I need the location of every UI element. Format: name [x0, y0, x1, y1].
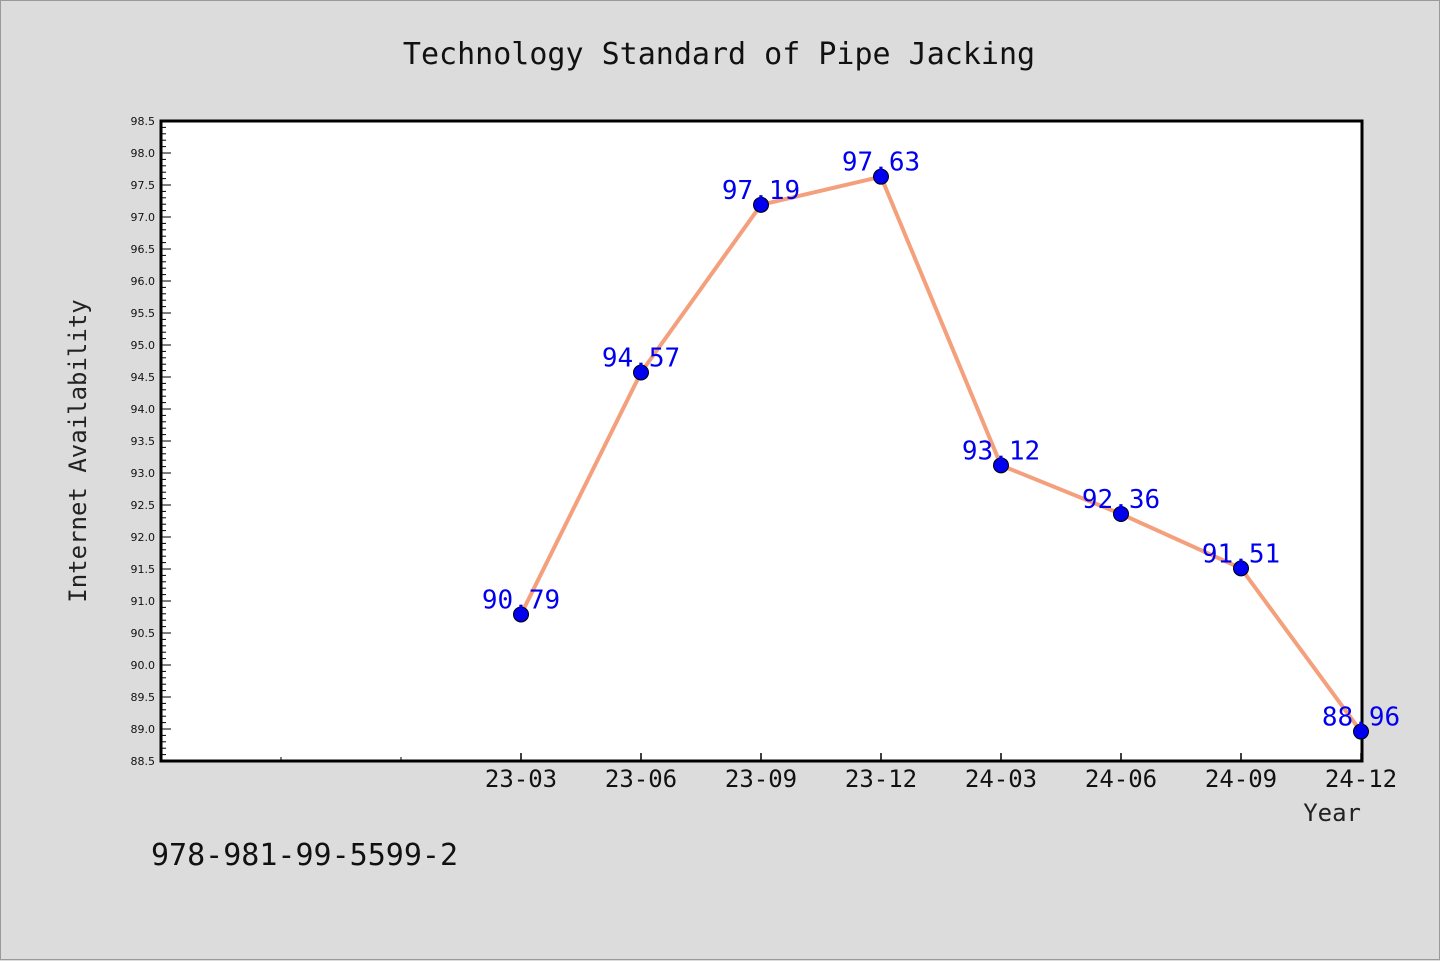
- x-tick-label: 24-12: [1325, 765, 1397, 793]
- plot-area: [159, 119, 1364, 763]
- y-tick-label: 91.0: [131, 595, 156, 608]
- data-label: 90.79: [482, 585, 560, 615]
- data-label: 92.36: [1082, 485, 1160, 515]
- y-axis: 88.5 89.0 89.5 90.0 90.5 91.0 91.5 92.0 92.5 93.0…: [131, 115, 171, 768]
- y-tick-label: 94.0: [131, 403, 156, 416]
- data-labels-group: 90.79 94.57 97.19 97.63 93.12 92.36 91.51 88.96: [482, 148, 1400, 733]
- y-tick-label: 89.0: [131, 723, 156, 736]
- data-point: [1113, 505, 1129, 522]
- data-label: 94.57: [602, 344, 680, 374]
- series-line: [519, 174, 1363, 733]
- data-point: [1353, 723, 1369, 740]
- x-tick-label: 24-06: [1085, 765, 1157, 793]
- data-label: 97.19: [722, 176, 800, 206]
- y-tick-label: 92.5: [131, 499, 156, 512]
- y-tick-label: 97.5: [131, 179, 156, 192]
- x-tick-label: 23-12: [845, 765, 917, 793]
- y-tick-label: 95.0: [131, 339, 156, 352]
- x-tick-label: 23-06: [605, 765, 677, 793]
- data-label: 88.96: [1322, 703, 1400, 733]
- x-tick-label: 23-09: [725, 765, 797, 793]
- y-tick-label: 93.0: [131, 467, 156, 480]
- y-tick-label: 91.5: [131, 563, 156, 576]
- data-point: [633, 364, 649, 381]
- x-tick-label: 24-03: [965, 765, 1037, 793]
- data-point: [873, 168, 889, 185]
- y-tick-label: 90.5: [131, 627, 156, 640]
- data-point: [1233, 560, 1249, 577]
- y-tick-label: 88.5: [131, 755, 156, 768]
- y-tick-label: 93.5: [131, 435, 156, 448]
- y-tick-label: 94.5: [131, 371, 156, 384]
- x-tick-label: 23-03: [485, 765, 557, 793]
- data-point: [513, 606, 529, 623]
- y-axis-label: Internet Availability: [64, 299, 92, 602]
- y-tick-label: 90.0: [131, 659, 156, 672]
- y-tick-label: 96.5: [131, 243, 156, 256]
- y-tick-label: 89.5: [131, 691, 156, 704]
- y-tick-label: 98.5: [131, 115, 156, 128]
- data-point: [753, 196, 769, 213]
- data-label: 91.51: [1202, 539, 1280, 569]
- x-tick-label: 24-09: [1205, 765, 1277, 793]
- series-line-group: [519, 174, 1363, 733]
- markers-group: [513, 168, 1369, 740]
- y-tick-label: 98.0: [131, 147, 156, 160]
- x-axis-label: Year: [1303, 799, 1361, 827]
- data-label: 97.63: [842, 148, 920, 178]
- y-tick-label: 97.0: [131, 211, 156, 224]
- data-label: 93.12: [962, 436, 1040, 466]
- data-point: [993, 457, 1009, 474]
- isbn-text: 978-981-99-5599-2: [151, 838, 458, 873]
- y-tick-label: 92.0: [131, 531, 156, 544]
- y-tick-label: 96.0: [131, 275, 156, 288]
- chart-title: Technology Standard of Pipe Jacking: [403, 37, 1035, 72]
- y-tick-label: 95.5: [131, 307, 156, 320]
- x-axis: 23-03 23-06 23-09 23-12 24-03 24-06 24-09 24-12: [280, 753, 1397, 793]
